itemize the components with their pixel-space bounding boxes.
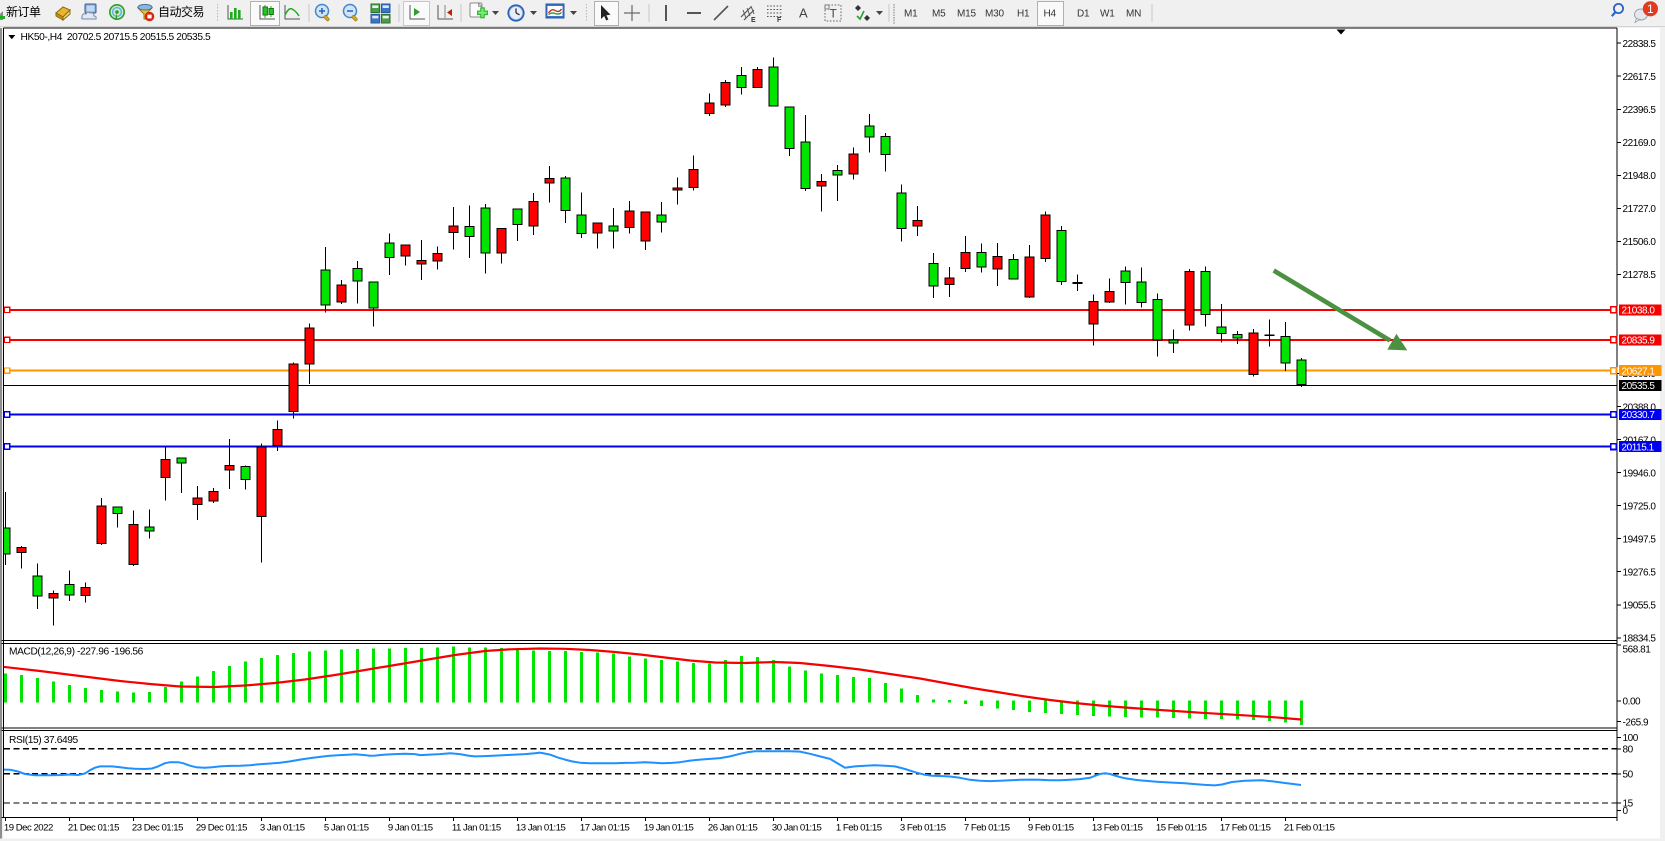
svg-text:7 Feb 01:15: 7 Feb 01:15: [964, 823, 1010, 834]
svg-text:20115.1: 20115.1: [1622, 442, 1655, 453]
svg-text:30 Jan 01:15: 30 Jan 01:15: [772, 823, 822, 834]
svg-text:E: E: [751, 17, 756, 24]
svg-text:20835.9: 20835.9: [1622, 336, 1656, 347]
svg-text:0: 0: [1623, 806, 1629, 817]
svg-text:9 Jan 01:15: 9 Jan 01:15: [388, 823, 433, 834]
svg-text:22617.5: 22617.5: [1623, 72, 1657, 83]
svg-text:M15: M15: [957, 9, 976, 20]
svg-text:19946.0: 19946.0: [1623, 468, 1657, 479]
svg-text:1 Feb 01:15: 1 Feb 01:15: [836, 823, 882, 834]
svg-text:21038.0: 21038.0: [1622, 306, 1656, 317]
svg-text:M5: M5: [932, 9, 946, 20]
svg-text:M1: M1: [904, 9, 918, 20]
svg-text:3 Jan 01:15: 3 Jan 01:15: [260, 823, 305, 834]
svg-text:21948.0: 21948.0: [1623, 171, 1657, 182]
svg-text:100: 100: [1623, 733, 1639, 744]
svg-text:0.00: 0.00: [1623, 697, 1642, 708]
svg-text:MN: MN: [1126, 9, 1141, 20]
svg-text:29 Dec 01:15: 29 Dec 01:15: [196, 823, 247, 834]
svg-text:F: F: [777, 17, 782, 24]
svg-text:50: 50: [1623, 770, 1634, 781]
svg-text:22169.0: 22169.0: [1623, 138, 1657, 149]
svg-text:13 Feb 01:15: 13 Feb 01:15: [1092, 823, 1143, 834]
svg-text:21 Feb 01:15: 21 Feb 01:15: [1284, 823, 1335, 834]
svg-text:18834.5: 18834.5: [1623, 634, 1657, 645]
svg-text:19 Jan 01:15: 19 Jan 01:15: [644, 823, 694, 834]
svg-text:19497.5: 19497.5: [1623, 534, 1657, 545]
svg-text:19725.0: 19725.0: [1623, 501, 1657, 512]
svg-text:9 Feb 01:15: 9 Feb 01:15: [1028, 823, 1074, 834]
svg-text:W1: W1: [1100, 9, 1115, 20]
svg-text:22838.5: 22838.5: [1623, 39, 1657, 50]
svg-text:22396.5: 22396.5: [1623, 105, 1657, 116]
svg-text:568.81: 568.81: [1623, 644, 1652, 655]
svg-text:15 Feb 01:15: 15 Feb 01:15: [1156, 823, 1207, 834]
svg-text:新订单: 新订单: [6, 4, 41, 19]
svg-text:20388.0: 20388.0: [1623, 402, 1657, 413]
svg-text:20627.1: 20627.1: [1622, 366, 1656, 377]
svg-text:21278.5: 21278.5: [1623, 270, 1657, 281]
svg-text:自动交易: 自动交易: [158, 4, 204, 19]
svg-text:21 Dec 01:15: 21 Dec 01:15: [68, 823, 119, 834]
svg-text:H1: H1: [1017, 9, 1030, 20]
svg-text:HK50-,H4 20702.5 20715.5 2051: HK50-,H4 20702.5 20715.5 20515.5 20535.5: [21, 32, 212, 43]
svg-text:17 Feb 01:15: 17 Feb 01:15: [1220, 823, 1271, 834]
svg-text:80: 80: [1623, 745, 1634, 756]
svg-text:19 Dec 2022: 19 Dec 2022: [4, 823, 53, 834]
svg-text:3 Feb 01:15: 3 Feb 01:15: [900, 823, 946, 834]
svg-text:19276.5: 19276.5: [1623, 567, 1657, 578]
svg-text:H4: H4: [1044, 9, 1057, 20]
svg-text:5 Jan 01:15: 5 Jan 01:15: [324, 823, 369, 834]
svg-text:T: T: [830, 7, 838, 21]
svg-text:MACD(12,26,9) -227.96 -196.56: MACD(12,26,9) -227.96 -196.56: [9, 647, 144, 658]
svg-text:23 Dec 01:15: 23 Dec 01:15: [132, 823, 183, 834]
svg-text:1: 1: [1647, 2, 1654, 16]
svg-text:A: A: [799, 6, 808, 21]
svg-text:21506.0: 21506.0: [1623, 237, 1657, 248]
svg-text:20167.0: 20167.0: [1623, 435, 1657, 446]
svg-text:-265.9: -265.9: [1623, 717, 1650, 728]
svg-text:M30: M30: [985, 9, 1004, 20]
svg-text:D1: D1: [1077, 9, 1090, 20]
svg-text:20330.7: 20330.7: [1622, 410, 1656, 421]
svg-text:13 Jan 01:15: 13 Jan 01:15: [516, 823, 566, 834]
svg-text:11 Jan 01:15: 11 Jan 01:15: [452, 823, 501, 834]
svg-text:20535.5: 20535.5: [1622, 381, 1656, 392]
svg-text:26 Jan 01:15: 26 Jan 01:15: [708, 823, 758, 834]
svg-text:15: 15: [1623, 799, 1634, 810]
svg-text:RSI(15) 37.6495: RSI(15) 37.6495: [9, 735, 78, 746]
svg-text:21727.0: 21727.0: [1623, 204, 1657, 215]
svg-text:17 Jan 01:15: 17 Jan 01:15: [580, 823, 630, 834]
svg-text:19055.5: 19055.5: [1623, 601, 1657, 612]
